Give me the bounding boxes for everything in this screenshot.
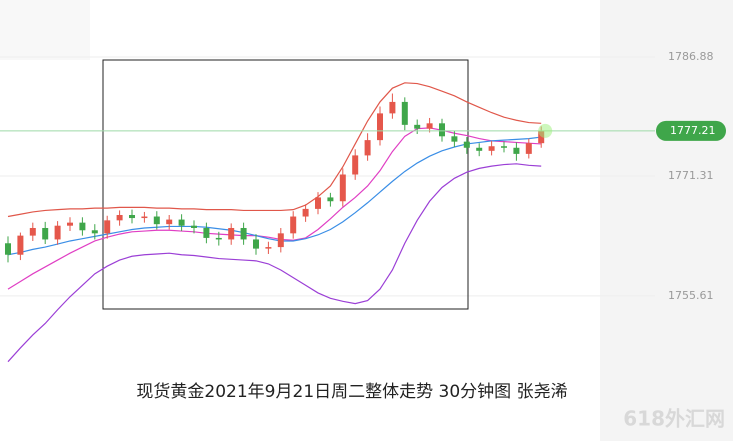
candle-body xyxy=(166,219,173,225)
indicator-line xyxy=(7,82,542,218)
candle-body xyxy=(538,130,545,144)
candle-body xyxy=(488,146,495,151)
candle-body xyxy=(315,197,321,209)
candle-body xyxy=(501,146,507,148)
indicator-line xyxy=(7,163,542,363)
y-tick-label: 1755.61 xyxy=(668,289,714,302)
candle-body xyxy=(414,124,421,129)
annotation-box xyxy=(102,59,469,310)
candle-body xyxy=(240,227,247,240)
candle-body xyxy=(215,237,222,240)
candle-body xyxy=(253,239,259,249)
watermark: 618外汇网 xyxy=(623,407,725,431)
y-tick-label: 1786.88 xyxy=(668,50,714,63)
y-tick-label: 1771.31 xyxy=(668,169,714,182)
bg-building xyxy=(0,0,90,60)
indicator-line xyxy=(7,136,542,256)
candle-body xyxy=(476,147,483,151)
candle-body xyxy=(525,143,532,154)
candle-body xyxy=(42,227,49,240)
candle-body xyxy=(513,147,520,154)
current-glow xyxy=(538,123,553,138)
candle-body xyxy=(178,219,185,226)
candle-body xyxy=(191,225,197,228)
candle-body xyxy=(389,101,396,114)
current-price-tag xyxy=(656,120,726,141)
candle-body xyxy=(67,222,73,226)
candle-body xyxy=(17,235,24,255)
candle-body xyxy=(104,220,111,234)
candle-body xyxy=(265,247,272,249)
candle-body xyxy=(91,230,98,234)
candle-body xyxy=(5,243,11,255)
candle-body xyxy=(228,227,235,240)
candle-body xyxy=(401,101,408,125)
candle-body xyxy=(339,174,346,202)
candle-body xyxy=(54,225,61,240)
candle-body xyxy=(153,216,160,225)
current-price-label: 1777.21 xyxy=(670,124,716,137)
candle-body xyxy=(290,216,297,234)
candle-body xyxy=(377,113,383,141)
candle-body xyxy=(277,233,284,248)
candle-body xyxy=(463,141,470,148)
bg-building xyxy=(600,0,733,441)
candle-body xyxy=(302,208,309,217)
candle-body xyxy=(451,136,458,142)
candle-body xyxy=(141,216,148,219)
candle-body xyxy=(352,155,359,175)
candle-body xyxy=(129,214,135,219)
candle-body xyxy=(79,222,86,231)
candle-body xyxy=(203,227,210,238)
candle-body xyxy=(426,123,433,129)
candle-body xyxy=(364,140,371,156)
caption: 现货黄金2021年9月21日周二整体走势 30分钟图 张尧浠 xyxy=(136,382,567,402)
indicator-line xyxy=(7,127,542,290)
candle-body xyxy=(327,197,334,202)
candle-body xyxy=(116,214,123,221)
candle-body xyxy=(29,227,36,236)
candle-body xyxy=(439,123,445,137)
